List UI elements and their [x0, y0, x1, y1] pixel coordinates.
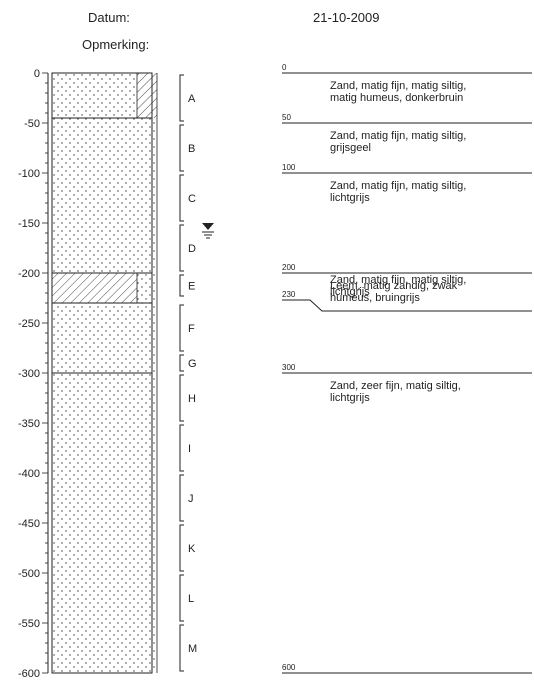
date-value: 21-10-2009: [313, 10, 380, 25]
depth-tick-label: -550: [18, 618, 40, 630]
sample-bracket: [179, 424, 184, 472]
sample-brackets: A B C D E F G H I J K L M: [179, 74, 197, 672]
layer-description-line: Zand, matig fijn, matig siltig,: [330, 80, 466, 92]
boundary-depth-label: 100: [282, 163, 296, 172]
sample-bracket: [179, 304, 184, 352]
sample-label: C: [188, 193, 196, 205]
layer-description-line: Zand, zeer fijn, matig siltig,: [330, 380, 461, 392]
sample-label: K: [188, 543, 196, 555]
description-boundary: [282, 299, 532, 312]
sand-fill: [52, 118, 157, 273]
depth-tick-label: -250: [18, 318, 40, 330]
layer-description-line: humeus, bruingrijs: [330, 292, 420, 304]
sand-fill: [52, 373, 157, 673]
sample-bracket: [179, 474, 184, 522]
depth-tick-label: -50: [24, 118, 40, 130]
depth-tick-label: -300: [18, 368, 40, 380]
depth-tick-label: -150: [18, 218, 40, 230]
sample-bracket: [179, 174, 184, 222]
sample-label: M: [188, 643, 197, 655]
boundary-depth-label: 600: [282, 663, 296, 672]
column-outline: [51, 72, 153, 674]
sample-bracket: [179, 574, 184, 622]
layer-description-line: lichtgrijs: [330, 392, 370, 404]
sample-bracket: [179, 624, 184, 672]
layer-description-line: Leem, matig zandig, zwak: [330, 280, 458, 292]
depth-tick-label: -600: [18, 668, 40, 680]
layer-description-line: Zand, matig fijn, matig siltig,: [330, 274, 466, 286]
sample-label: D: [188, 243, 196, 255]
sample-label: F: [188, 323, 195, 335]
sample-bracket: [179, 224, 184, 272]
sand-fill: [137, 273, 157, 303]
sample-label: G: [188, 358, 197, 370]
boundary-depth-label: 230: [282, 290, 296, 299]
datum-label: Datum:: [88, 10, 130, 25]
layer-description-line: lichtgrijs: [330, 286, 370, 298]
soil-column: [51, 72, 158, 674]
sample-label: I: [188, 443, 191, 455]
sample-bracket: [179, 354, 184, 372]
depth-tick-label: -400: [18, 468, 40, 480]
sample-label: L: [188, 593, 194, 605]
sample-label: J: [188, 493, 194, 505]
sample-bracket: [179, 124, 184, 172]
depth-tick-label: -200: [18, 268, 40, 280]
layer-description-line: matig humeus, donkerbruin: [330, 92, 463, 104]
layer-description-line: Zand, matig fijn, matig siltig,: [330, 180, 466, 192]
depth-tick-label: 0: [34, 68, 40, 80]
depth-tick-label: -450: [18, 518, 40, 530]
depth-tick-label: -500: [18, 568, 40, 580]
boundary-depth-label: 200: [282, 263, 296, 272]
sample-label: B: [188, 143, 195, 155]
boundary-depth-label: 300: [282, 363, 296, 372]
sample-bracket: [179, 374, 184, 422]
layer-description-line: lichtgrijs: [330, 192, 370, 204]
opmerking-label: Opmerking:: [82, 37, 150, 52]
sample-bracket: [179, 74, 184, 122]
sample-bracket: [179, 274, 184, 297]
depth-tick-label: -100: [18, 168, 40, 180]
sample-label: A: [188, 93, 196, 105]
sample-label: E: [188, 281, 195, 293]
groundwater-icon: [202, 223, 214, 230]
loam-fill: [52, 273, 137, 303]
sample-label: H: [188, 393, 196, 405]
sample-bracket: [179, 524, 184, 572]
silt-fill: [137, 73, 157, 118]
sand-fill: [52, 73, 137, 118]
layer-description-line: grijsgeel: [330, 142, 371, 154]
boundary-depth-label: 50: [282, 113, 291, 122]
layer-description-line: Zand, matig fijn, matig siltig,: [330, 130, 466, 142]
depth-axis: 0 -50 -100 -150 -200 -250 -300 -350 -400 -450 -500…: [18, 68, 49, 680]
depth-tick-label: -350: [18, 418, 40, 430]
boundary-depth-label: 0: [282, 63, 287, 72]
groundwater-marker: [202, 223, 214, 239]
layer-descriptions: 0 50 100 200 230 300 600 Zand, matig fijn, mati…: [282, 63, 532, 674]
sand-fill: [52, 303, 157, 373]
